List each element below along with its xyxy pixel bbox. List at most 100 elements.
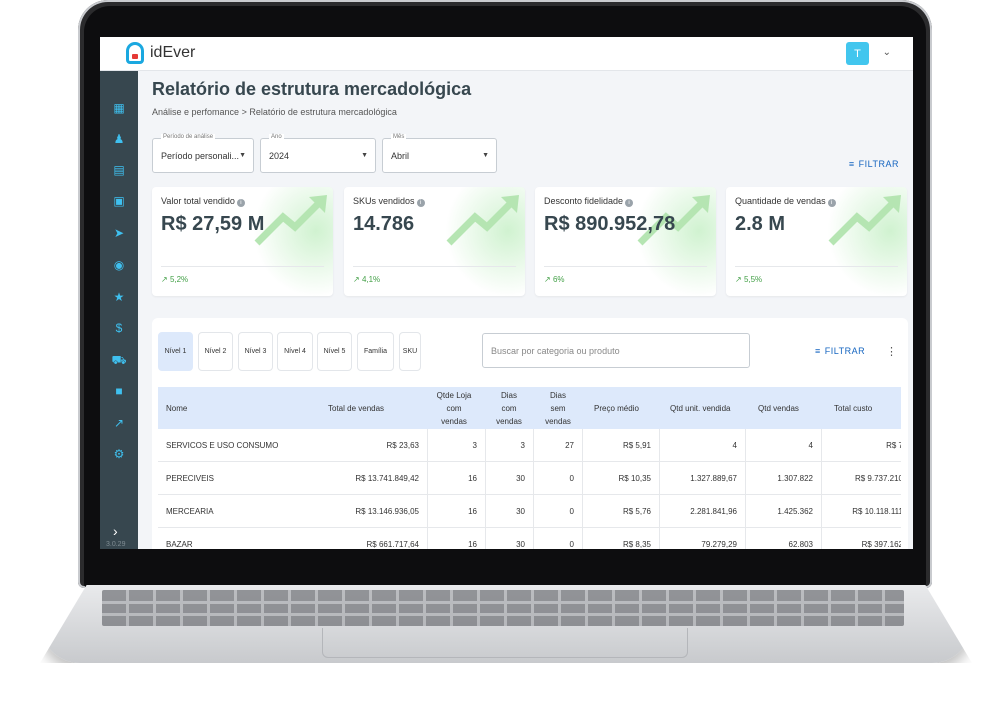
trending-up-icon xyxy=(637,195,710,246)
cell-nome: MERCEARIA xyxy=(166,507,214,516)
chat-icon[interactable]: ■ xyxy=(115,384,123,398)
trending-up-small-icon: ↗ xyxy=(735,275,742,284)
cell-dias_com: 3 xyxy=(486,429,534,462)
kpi-value: R$ 27,59 M xyxy=(161,213,265,235)
cell-total: R$ 23,63 xyxy=(328,429,428,462)
cell-lojas: 3 xyxy=(428,429,486,462)
more-options-icon[interactable]: ⋮ xyxy=(886,346,897,358)
cell-vendas: 1.307.822 xyxy=(746,462,822,495)
cell-preco: R$ 5,91 xyxy=(583,429,660,462)
send-icon[interactable]: ➤ xyxy=(113,226,125,240)
kpi-trend: ↗ 5,2% xyxy=(161,275,189,284)
kpi-trend: ↗ 5,5% xyxy=(735,275,763,284)
divider xyxy=(161,266,324,267)
cell-lojas: 16 xyxy=(428,462,486,495)
ano-select[interactable]: Ano 2024 ▼ xyxy=(260,134,376,173)
cell-dias_com: 30 xyxy=(486,495,534,528)
logo-text: idEver xyxy=(150,44,196,61)
store-icon[interactable]: ▤ xyxy=(113,163,125,177)
table-filter-button[interactable]: ≡ FILTRAR xyxy=(815,346,865,356)
cell-unit: 79.279,29 xyxy=(660,528,746,549)
dropdown-arrow-icon: ▼ xyxy=(482,152,489,159)
level-tab[interactable]: Nível 2 xyxy=(198,332,233,371)
search-input[interactable]: Buscar por categoria ou produto xyxy=(482,333,750,368)
level-tab[interactable]: Nível 4 xyxy=(277,332,313,371)
cell-preco: R$ 5,76 xyxy=(583,495,660,528)
header-qtde-loja-line1: Qtde Loja xyxy=(436,390,472,400)
mes-select[interactable]: Mês Abril ▼ xyxy=(382,134,497,173)
dashboard-icon[interactable]: ▦ xyxy=(113,101,125,115)
level-tab[interactable]: SKU xyxy=(399,332,421,371)
cell-unit: 4 xyxy=(660,429,746,462)
cell-total: R$ 13.146.936,05 xyxy=(328,495,428,528)
cart-icon[interactable]: ⛟ xyxy=(111,353,127,367)
cell-vendas: 1.425.362 xyxy=(746,495,822,528)
user-avatar[interactable]: T xyxy=(846,42,869,65)
table-row[interactable]: BAZAR R$ 661.717,64 16 30 0 R$ 8,35 79.279,29 6… xyxy=(158,528,901,549)
cell-lojas: 16 xyxy=(428,528,486,549)
cell-dias_sem: 0 xyxy=(534,495,583,528)
cell-custo: R$ 9.737.210 xyxy=(822,462,901,495)
header-total-vendas[interactable]: Total de vendas xyxy=(328,403,385,413)
kpi-card: Quantidade de vendas i 2.8 M ↗ 5,5% xyxy=(726,187,907,296)
kpi-trend: ↗ 6% xyxy=(544,275,565,284)
cell-dias_com: 30 xyxy=(486,462,534,495)
page-title: Relatório de estrutura mercadológica xyxy=(152,79,472,99)
dollar-icon[interactable]: $ xyxy=(115,321,123,335)
cell-unit: 2.281.841,96 xyxy=(660,495,746,528)
periodo-select[interactable]: Período de análise Período personali... … xyxy=(152,134,254,173)
users-icon[interactable]: ♟ xyxy=(113,132,125,146)
app-version: 3.0.29 xyxy=(106,541,126,548)
level-tab[interactable]: Nível 3 xyxy=(238,332,273,371)
contact-card-icon[interactable]: ▣ xyxy=(113,194,125,208)
logo[interactable]: idEver xyxy=(126,42,195,64)
breadcrumb: Análise e perfomance > Relatório de estr… xyxy=(152,107,397,117)
structure-table-panel: Nível 1 Nível 2 Nível 3 Nível 4 Nível 5 Famíl… xyxy=(152,318,908,549)
kpi-title: Desconto fidelidade i xyxy=(544,196,634,207)
header-dias-sem-vendas[interactable]: Dias sem vendas xyxy=(536,387,580,429)
kpi-value: 2.8 M xyxy=(735,213,786,235)
cell-dias_sem: 27 xyxy=(534,429,583,462)
dropdown-arrow-icon: ▼ xyxy=(361,152,368,159)
info-icon[interactable]: i xyxy=(236,199,245,207)
periodo-value: Período personali... xyxy=(161,151,240,161)
level-tab[interactable]: Nível 1 xyxy=(158,332,193,371)
table-row[interactable]: PERECIVEIS R$ 13.741.849,42 16 30 0 R$ 10,35 1… xyxy=(158,462,901,495)
breadcrumb-parent[interactable]: Análise e perfomance xyxy=(152,107,240,117)
info-icon[interactable]: i xyxy=(416,199,425,207)
cell-preco: R$ 8,35 xyxy=(583,528,660,549)
header-dias-com-vendas[interactable]: Dias com vendas xyxy=(488,387,530,429)
header-preco-medio[interactable]: Preço médio xyxy=(594,403,639,413)
header-dias-sem-line2: sem xyxy=(550,403,566,413)
header-total-custo[interactable]: Total custo xyxy=(834,403,873,413)
header-qtd-vendas[interactable]: Qtd vendas xyxy=(758,403,799,413)
gear-icon[interactable]: ⚙ xyxy=(113,447,125,461)
breadcrumb-current: Relatório de estrutura mercadológica xyxy=(249,107,397,117)
trending-up-small-icon: ↗ xyxy=(161,275,168,284)
chevron-down-icon[interactable]: ⌄ xyxy=(882,47,891,58)
kpi-card: Desconto fidelidade i R$ 890.952,78 ↗ 6% xyxy=(535,187,716,296)
cell-nome: BAZAR xyxy=(166,540,193,549)
cell-custo: R$ 7 xyxy=(822,429,901,462)
filter-button[interactable]: ≡ FILTRAR xyxy=(849,159,899,169)
table-row[interactable]: SERVICOS E USO CONSUMO R$ 23,63 3 3 27 R$ 5,9… xyxy=(158,429,901,462)
info-icon[interactable]: i xyxy=(625,199,634,207)
header-qtde-loja-line3: vendas xyxy=(441,416,467,426)
trending-up-small-icon: ↗ xyxy=(544,275,551,284)
level-tab[interactable]: Família xyxy=(357,332,394,371)
header-nome[interactable]: Nome xyxy=(166,403,188,413)
info-icon[interactable]: i xyxy=(827,199,836,207)
trending-up-icon xyxy=(828,195,901,246)
table-row[interactable]: MERCEARIA R$ 13.146.936,05 16 30 0 R$ 5,76 2.2… xyxy=(158,495,901,528)
trending-icon[interactable]: ↗ xyxy=(113,416,125,430)
header-dias-com-line1: Dias xyxy=(500,390,517,400)
star-icon[interactable]: ★ xyxy=(113,290,125,304)
ano-value: 2024 xyxy=(269,151,290,161)
lock-icon[interactable]: ◉ xyxy=(113,258,125,272)
cell-vendas: 4 xyxy=(746,429,822,462)
level-tab[interactable]: Nível 5 xyxy=(317,332,352,371)
header-qtde-loja[interactable]: Qtde Loja com vendas xyxy=(430,387,478,429)
header-qtd-unit[interactable]: Qtd unit. vendida xyxy=(670,403,731,413)
chevron-right-icon[interactable]: › xyxy=(113,523,118,539)
cell-total: R$ 13.741.849,42 xyxy=(328,462,428,495)
